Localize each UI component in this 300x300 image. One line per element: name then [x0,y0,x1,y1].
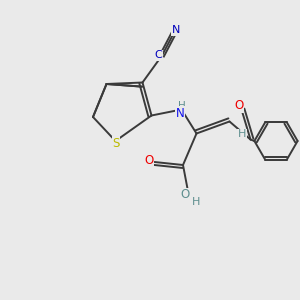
Text: C: C [154,50,162,61]
Text: H: H [238,129,246,139]
Text: N: N [176,106,184,120]
Text: H: H [178,101,185,111]
Text: N: N [172,25,180,35]
Text: S: S [112,137,120,150]
Text: O: O [234,99,243,112]
Text: O: O [145,154,154,167]
Text: O: O [181,188,190,202]
Text: H: H [192,197,201,207]
